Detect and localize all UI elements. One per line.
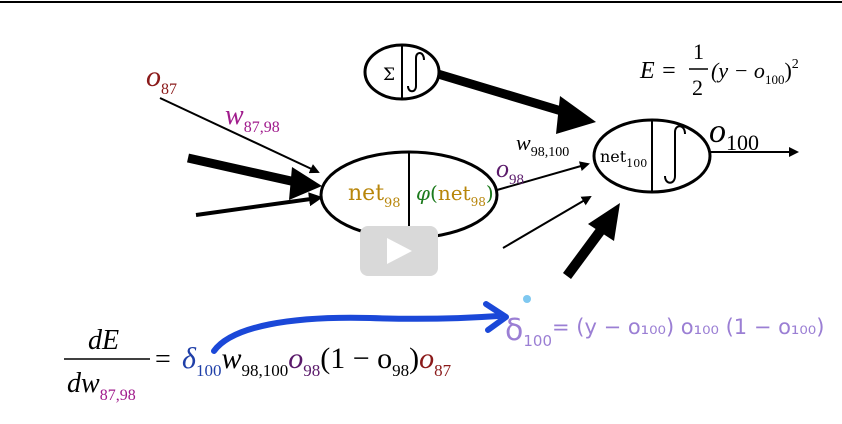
loss-lhs: E = bbox=[639, 58, 677, 84]
label-net100: net100 bbox=[600, 147, 647, 170]
handdrawn-blue-arrow bbox=[211, 313, 501, 354]
label-o87: o87 bbox=[146, 60, 177, 98]
sum-node-integral-icon bbox=[407, 52, 425, 93]
label-o100: o100 bbox=[709, 113, 759, 155]
thick-arrow-sum-head bbox=[556, 96, 596, 134]
label-w98-100: w98,100 bbox=[516, 130, 569, 160]
neuron-100-integral-icon bbox=[664, 125, 686, 184]
loss-frac-den: 2 bbox=[692, 75, 703, 100]
label-sum: Σ bbox=[383, 65, 395, 85]
loss-frac-num: 1 bbox=[693, 39, 704, 64]
loss-formula: E = 1 2 (y − o100)2 bbox=[639, 39, 799, 100]
arrow-input-bottom-thin bbox=[502, 195, 592, 249]
handwritten-delta-formula: δ100= (y − o₁₀₀) o₁₀₀ (1 − o₁₀₀) bbox=[505, 313, 824, 350]
thick-arrow-input-1 bbox=[187, 153, 301, 188]
pen-cursor bbox=[523, 295, 531, 303]
loss-body: (y − o100)2 bbox=[711, 57, 799, 87]
thick-arrow-sum-to-net100 bbox=[436, 69, 570, 118]
label-o98: o98 bbox=[496, 154, 524, 188]
label-phi-net98: φ(net98) bbox=[416, 181, 494, 209]
thick-arrow-input-1-head bbox=[289, 167, 322, 200]
thick-arrow-input-bottom-head bbox=[588, 203, 620, 241]
deriv-denominator: dw87,98 bbox=[67, 368, 136, 404]
deriv-numerator: dE bbox=[88, 325, 119, 356]
thick-arrow-input-bottom bbox=[562, 223, 609, 279]
deriv-rhs: δ100w98,100o98(1 − o98)o87 bbox=[182, 342, 452, 380]
deriv-equals: = bbox=[155, 344, 171, 375]
arrow-input-2 bbox=[195, 192, 323, 217]
handdrawn-blue-arrowhead bbox=[483, 301, 509, 333]
play-icon bbox=[387, 238, 412, 264]
arrow-o87-to-net98 bbox=[159, 97, 320, 174]
label-w87-98: w87,98 bbox=[225, 100, 280, 136]
derivative-formula: dE dw87,98 = δ100w98,100o98(1 − o98)o87 bbox=[64, 325, 452, 404]
arrow-o98-to-net100 bbox=[496, 161, 590, 191]
label-net98: net98 bbox=[348, 181, 401, 211]
